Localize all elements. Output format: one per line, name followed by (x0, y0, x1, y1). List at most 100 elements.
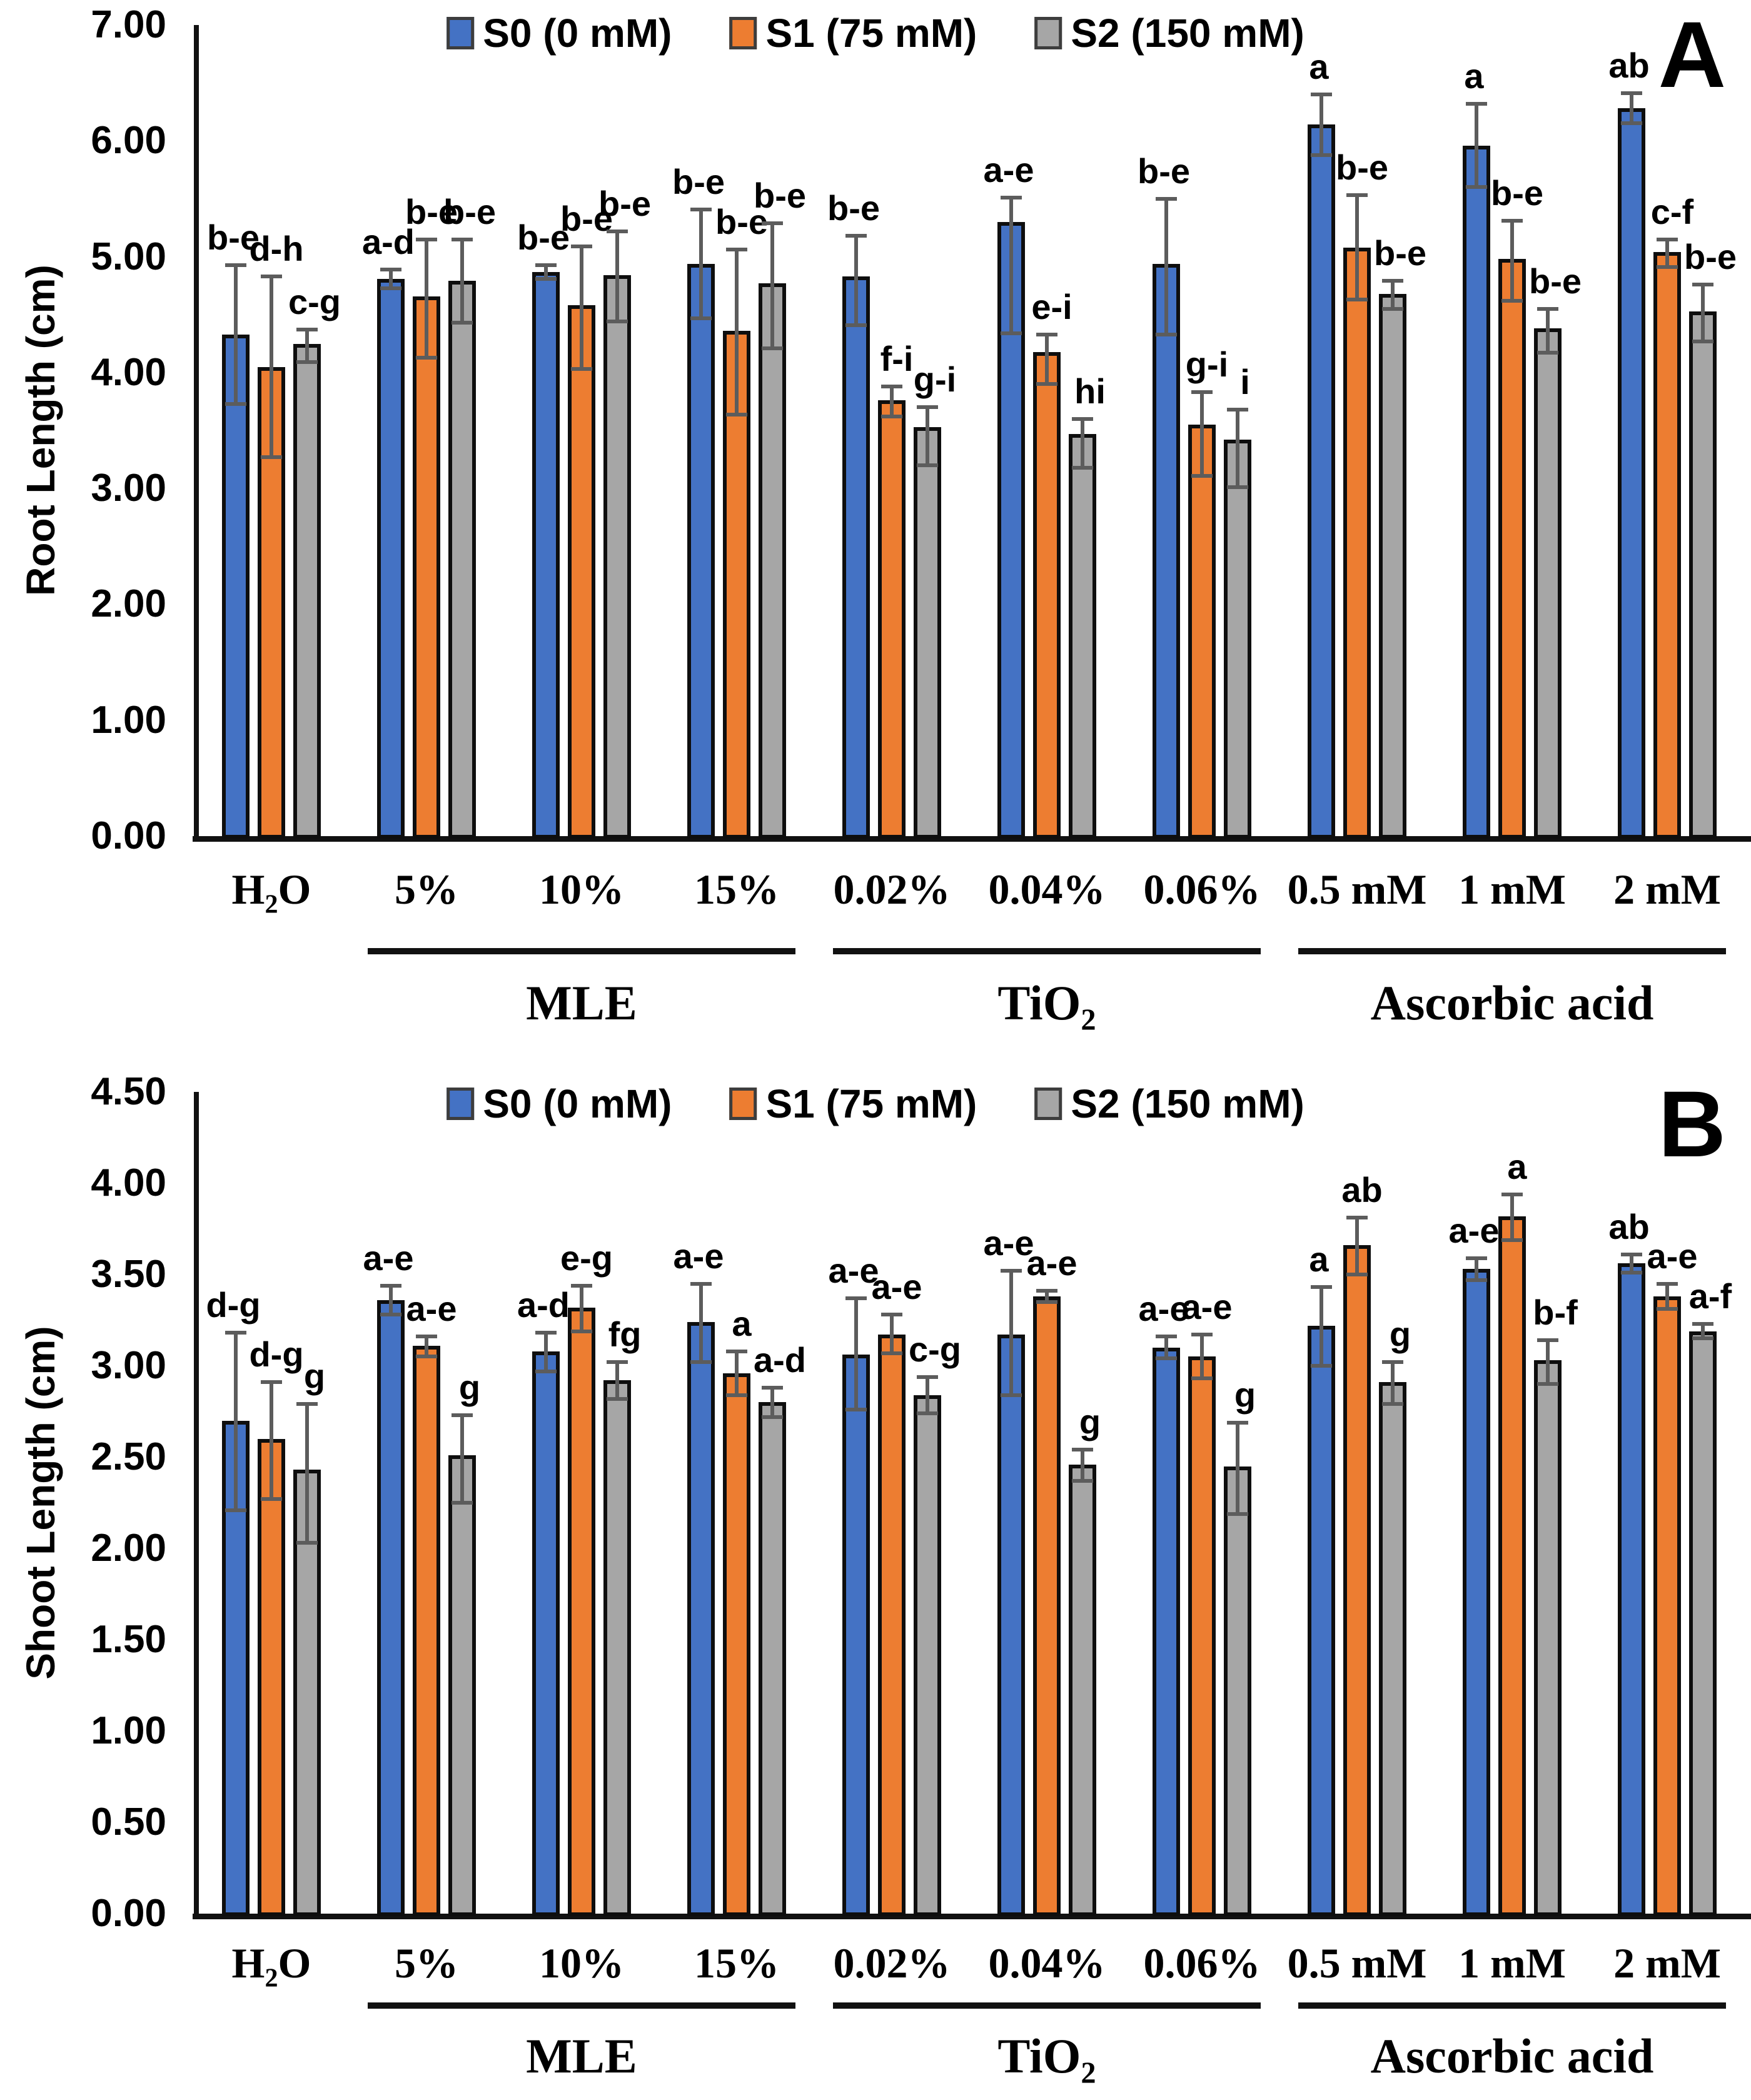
error-bar-stem (1630, 93, 1633, 124)
error-bar-cap-top (1657, 237, 1678, 241)
error-bar-cap-bottom (571, 367, 592, 371)
error-bar-cap-bottom (380, 286, 401, 290)
x-category-label: 10% (539, 866, 624, 913)
group-label-Ascorbic acid: Ascorbic acid (1370, 976, 1654, 1030)
x-axis-line (193, 1914, 1751, 1919)
bar-s0-10% (532, 1351, 560, 1916)
error-bar-cap-top (296, 328, 318, 332)
error-bar-stem (305, 330, 309, 363)
error-bar-stem (1701, 285, 1705, 341)
error-bar-stem (425, 1336, 428, 1357)
error-bar-cap-bottom (416, 1355, 437, 1359)
bar-s1-0.04% (1033, 1296, 1061, 1916)
error-bar-cap-top (225, 1331, 246, 1335)
significance-letter: i (1240, 362, 1250, 402)
significance-letter: b-e (1529, 261, 1582, 301)
error-bar-stem (699, 1283, 703, 1363)
significance-letter: b-e (560, 198, 613, 238)
error-bar-cap-top (1156, 1335, 1177, 1339)
x-category-label: 0.02% (833, 866, 951, 913)
error-bar-cap-top (726, 248, 747, 252)
significance-letter: g-i (1185, 345, 1229, 385)
legend: S0 (0 mM) S1 (75 mM) S2 (150 mM) (447, 1081, 1304, 1127)
error-bar-stem (1510, 221, 1514, 301)
error-bar-stem (1320, 1287, 1323, 1366)
significance-letter: fg (608, 1315, 642, 1355)
significance-letter: a-d (362, 221, 415, 261)
x-category-label: 0.04% (988, 1939, 1106, 1987)
bar-s2-1 mM (1534, 1360, 1562, 1916)
error-bar-stem (1009, 198, 1013, 333)
significance-letter: e-i (1031, 286, 1072, 326)
legend-item-s2: S2 (150 mM) (1034, 10, 1304, 56)
error-bar-cap-top (416, 1335, 437, 1339)
legend-label: S0 (0 mM) (483, 11, 672, 56)
error-bar-cap-top (726, 1349, 747, 1353)
significance-letter: a-e (1647, 1236, 1698, 1276)
error-bar-cap-top (607, 229, 628, 233)
error-bar-cap-bottom (1382, 1402, 1403, 1406)
panel-letter-b: B (1658, 1071, 1727, 1176)
significance-letter: a-e (983, 150, 1034, 190)
significance-letter: a-e (1448, 1210, 1500, 1250)
bar-s1-5% (413, 1345, 440, 1916)
significance-letter: a (1464, 56, 1484, 96)
significance-letter: b-f (1533, 1293, 1578, 1333)
error-bar-cap-top (1537, 306, 1558, 311)
error-bar-cap-bottom (1346, 298, 1368, 302)
error-bar-cap-top (1346, 193, 1368, 198)
significance-letter: a-e (1181, 1287, 1233, 1327)
y-axis-line (194, 25, 199, 839)
error-bar-stem (425, 239, 428, 358)
error-bar-cap-bottom (452, 1501, 473, 1505)
error-bar-cap-bottom (917, 1411, 938, 1415)
bar-s0-0.02% (842, 276, 870, 839)
error-bar-cap-bottom (1621, 121, 1642, 126)
error-bar-cap-top (1036, 332, 1057, 336)
significance-letter: b-e (207, 217, 260, 257)
significance-letter: b-e (1491, 173, 1543, 213)
significance-letter: a-e (828, 1250, 879, 1290)
error-bar-stem (1164, 198, 1168, 335)
x-category-label: 1 mM (1458, 1939, 1566, 1987)
error-bar-cap-top (762, 1386, 783, 1390)
group-underline-TiO2 (833, 2002, 1261, 2009)
x-category-label: 5% (395, 1939, 458, 1987)
bar-s0-2 mM (1618, 108, 1645, 839)
error-bar-stem (270, 276, 273, 458)
error-bar-cap-bottom (881, 415, 902, 419)
y-axis-tick-label: 2.00 (91, 1527, 166, 1570)
significance-letter: c-f (1650, 191, 1694, 231)
significance-letter: b-e (1684, 237, 1737, 277)
error-bar-cap-bottom (845, 1408, 867, 1412)
significance-letter: b-e (827, 188, 880, 228)
bar-s1-10% (568, 1307, 595, 1916)
error-bar-cap-bottom (261, 455, 282, 460)
legend-label: S0 (0 mM) (483, 1081, 672, 1126)
error-bar-stem (1045, 1291, 1049, 1302)
error-bar-stem (1665, 1283, 1669, 1310)
error-bar-stem (1475, 103, 1478, 188)
error-bar-cap-bottom (1001, 331, 1022, 335)
error-bar-cap-bottom (1156, 332, 1177, 336)
group-label-TiO2: TiO2 (997, 2029, 1096, 2090)
error-bar-stem (580, 246, 583, 370)
error-bar-cap-top (1657, 1281, 1678, 1286)
y-axis-tick-label: 0.50 (91, 1800, 166, 1844)
y-axis-tick-label: 3.00 (91, 1344, 166, 1387)
bar-s2-0.5 mM (1379, 1382, 1406, 1916)
error-bar-cap-bottom (1466, 185, 1487, 189)
x-category-label: 15% (694, 1939, 779, 1987)
error-bar-cap-top (1501, 1192, 1523, 1196)
error-bar-cap-bottom (1072, 1478, 1093, 1483)
bar-s1-H2O (258, 366, 285, 839)
error-bar-cap-top (296, 1402, 318, 1406)
error-bar-cap-top (1036, 1289, 1057, 1293)
error-bar-stem (735, 1351, 739, 1395)
error-bar-stem (580, 1285, 583, 1331)
error-bar-stem (890, 1315, 894, 1353)
x-category-label: 0.06% (1143, 1939, 1261, 1987)
error-bar-cap-top (261, 275, 282, 279)
y-axis-tick-label: 2.50 (91, 1435, 166, 1478)
significance-letter: b-e (1138, 151, 1190, 191)
